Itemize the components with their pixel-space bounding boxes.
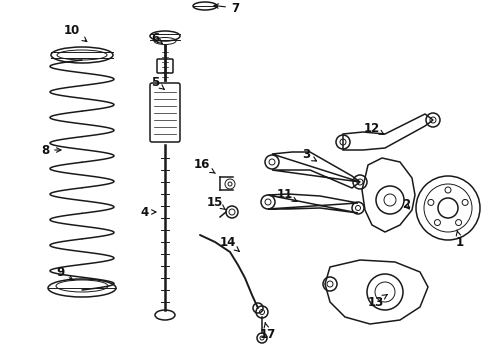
Text: 11: 11 bbox=[277, 189, 297, 202]
Text: 2: 2 bbox=[402, 198, 410, 211]
Text: 5: 5 bbox=[151, 76, 164, 89]
Text: 14: 14 bbox=[220, 235, 239, 251]
Text: 1: 1 bbox=[456, 230, 464, 248]
Text: 6: 6 bbox=[151, 31, 162, 45]
Text: 4: 4 bbox=[141, 206, 156, 219]
Text: 16: 16 bbox=[194, 158, 215, 174]
Text: 8: 8 bbox=[41, 144, 61, 157]
Text: 9: 9 bbox=[56, 266, 73, 280]
Text: 7: 7 bbox=[214, 1, 239, 14]
Text: 10: 10 bbox=[64, 23, 87, 41]
Text: 13: 13 bbox=[368, 294, 387, 309]
Text: 3: 3 bbox=[302, 148, 317, 162]
Text: 17: 17 bbox=[260, 323, 276, 342]
Text: 12: 12 bbox=[364, 122, 384, 135]
Text: 15: 15 bbox=[207, 195, 226, 210]
